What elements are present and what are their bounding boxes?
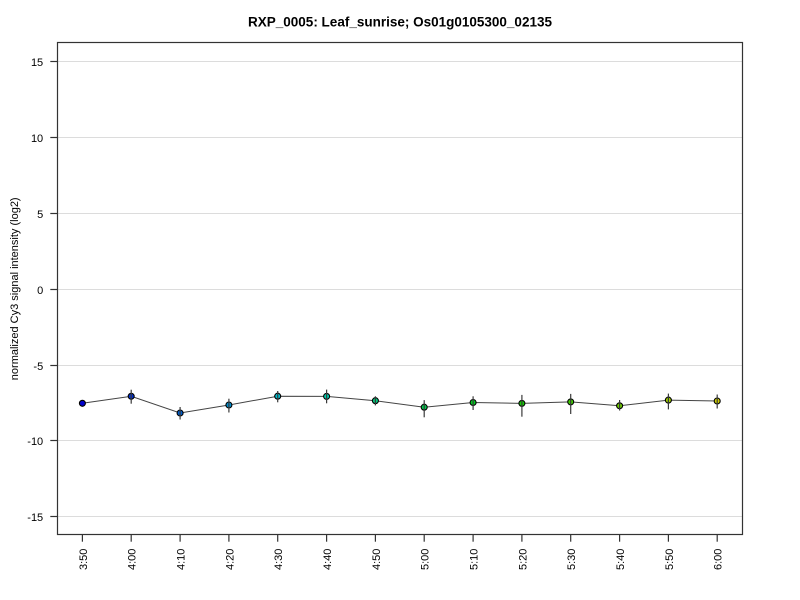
svg-text:5:20: 5:20 xyxy=(517,549,529,570)
svg-text:-10: -10 xyxy=(27,436,43,448)
svg-text:RXP_0005: Leaf_sunrise; Os01g0: RXP_0005: Leaf_sunrise; Os01g0105300_021… xyxy=(248,14,552,29)
svg-text:5:10: 5:10 xyxy=(469,549,481,570)
svg-text:4:50: 4:50 xyxy=(371,549,383,570)
svg-text:-5: -5 xyxy=(33,361,43,373)
svg-text:4:30: 4:30 xyxy=(273,549,285,570)
svg-text:5:30: 5:30 xyxy=(566,549,578,570)
svg-text:4:20: 4:20 xyxy=(224,549,236,570)
svg-text:-15: -15 xyxy=(27,512,43,524)
svg-text:15: 15 xyxy=(31,57,43,69)
svg-text:4:40: 4:40 xyxy=(322,549,334,570)
svg-text:5:00: 5:00 xyxy=(420,549,432,570)
svg-text:5:40: 5:40 xyxy=(615,549,627,570)
svg-text:normalized Cy3 signal intensit: normalized Cy3 signal intensity (log2) xyxy=(9,197,21,380)
svg-text:4:00: 4:00 xyxy=(127,549,139,570)
svg-text:6:00: 6:00 xyxy=(713,549,725,570)
svg-text:10: 10 xyxy=(31,133,43,145)
svg-text:5:50: 5:50 xyxy=(664,549,676,570)
svg-text:5: 5 xyxy=(37,209,43,221)
svg-text:3:50: 3:50 xyxy=(78,549,90,570)
svg-text:4:10: 4:10 xyxy=(176,549,188,570)
svg-text:0: 0 xyxy=(37,285,43,297)
